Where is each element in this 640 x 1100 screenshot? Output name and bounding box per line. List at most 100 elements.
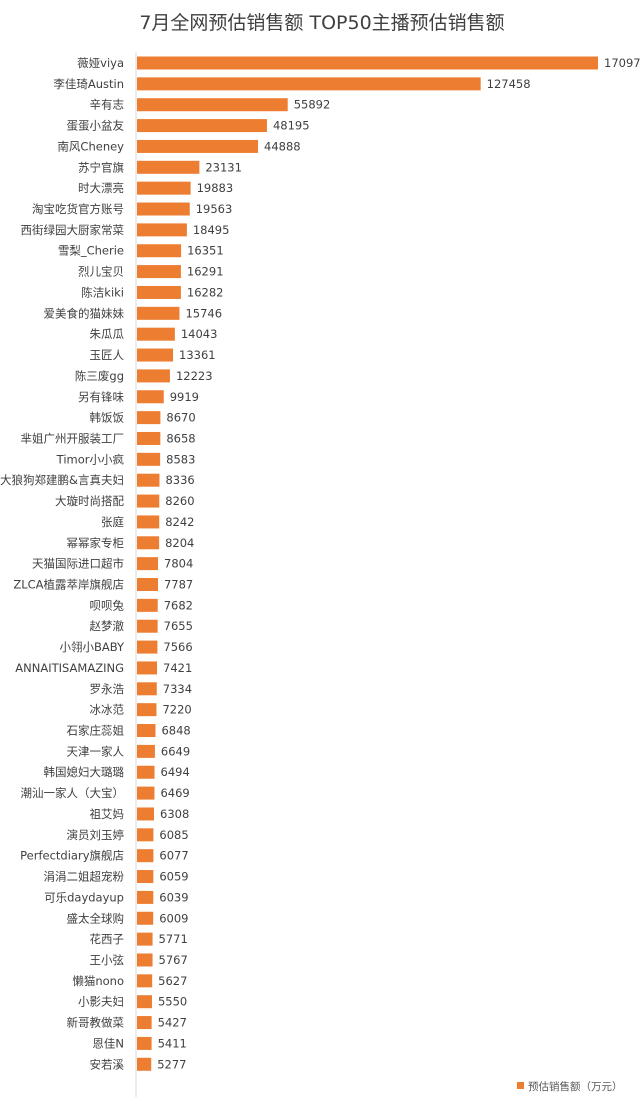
category-label: 幂幂家专柜 bbox=[67, 536, 125, 550]
bar bbox=[137, 119, 267, 133]
data-label: 55892 bbox=[294, 98, 331, 112]
category-label: 辛有志 bbox=[90, 98, 125, 112]
bar bbox=[137, 536, 160, 550]
bar bbox=[137, 703, 157, 717]
data-label: 19883 bbox=[197, 181, 234, 195]
bar bbox=[137, 181, 191, 195]
data-label: 8260 bbox=[165, 494, 194, 508]
category-label: 懒猫nono bbox=[72, 974, 124, 988]
legend-swatch bbox=[517, 1082, 524, 1089]
bar bbox=[137, 202, 190, 216]
bar bbox=[137, 515, 160, 529]
category-label: 冰冰范 bbox=[90, 703, 125, 717]
data-label: 5427 bbox=[158, 1016, 187, 1030]
bar bbox=[137, 369, 170, 383]
bar bbox=[137, 911, 154, 925]
data-label: 7787 bbox=[164, 578, 193, 592]
bar bbox=[137, 139, 259, 153]
category-label: 罗永浩 bbox=[90, 682, 125, 696]
data-label: 5277 bbox=[157, 1057, 186, 1071]
data-label: 6059 bbox=[159, 870, 188, 884]
bar bbox=[137, 744, 155, 758]
category-label: 可乐daydayup bbox=[44, 890, 124, 904]
data-label: 6848 bbox=[161, 724, 190, 738]
category-label: 石家庄蕊姐 bbox=[67, 724, 125, 738]
data-label: 5411 bbox=[158, 1036, 187, 1050]
chart-title: 7月全网预估销售额 TOP50主播预估销售额 bbox=[139, 12, 504, 34]
bar bbox=[137, 452, 161, 466]
bar bbox=[137, 661, 158, 675]
bar bbox=[137, 56, 598, 70]
category-label: 薇娅viya bbox=[77, 56, 124, 70]
data-label: 6649 bbox=[161, 744, 190, 758]
category-label: 时大漂亮 bbox=[78, 181, 124, 195]
bar bbox=[137, 828, 154, 842]
data-label: 6039 bbox=[159, 890, 188, 904]
data-label: 23131 bbox=[205, 160, 242, 174]
data-label: 7566 bbox=[163, 640, 192, 654]
data-label: 48195 bbox=[273, 119, 310, 133]
category-label: Timor小小疯 bbox=[56, 452, 125, 466]
category-label: 韩国媳妇大璐璐 bbox=[44, 765, 125, 779]
category-label: 天津一家人 bbox=[67, 744, 125, 758]
category-label: ZLCA植露萃岸旗舰店 bbox=[13, 578, 124, 592]
data-label: 14043 bbox=[181, 327, 218, 341]
bar bbox=[137, 724, 156, 738]
data-label: 12223 bbox=[176, 369, 213, 383]
category-label: 潮汕一家人（大宝） bbox=[21, 786, 125, 800]
bar bbox=[137, 223, 187, 237]
data-label: 7334 bbox=[163, 682, 192, 696]
category-label: 演员刘玉婷 bbox=[67, 828, 125, 842]
data-label: 6009 bbox=[159, 911, 188, 925]
bar bbox=[137, 974, 153, 988]
category-label: 祖艾妈 bbox=[90, 807, 125, 821]
category-label: 大璇时尚搭配 bbox=[55, 494, 124, 508]
data-label: 170972 bbox=[604, 56, 640, 70]
data-label: 7804 bbox=[164, 557, 193, 571]
data-label: 18495 bbox=[193, 223, 230, 237]
data-label: 16351 bbox=[187, 244, 224, 258]
data-label: 6085 bbox=[159, 828, 188, 842]
data-label: 6308 bbox=[160, 807, 189, 821]
data-label: 15746 bbox=[185, 306, 222, 320]
bar bbox=[137, 265, 181, 279]
data-label: 13361 bbox=[179, 348, 216, 362]
bar bbox=[137, 1036, 152, 1050]
bar bbox=[137, 1057, 152, 1071]
category-label: 大狼狗郑建鹏&言真夫妇 bbox=[0, 473, 124, 487]
category-label: 张庭 bbox=[101, 515, 124, 529]
category-label: 南风Cheney bbox=[57, 139, 124, 153]
bar bbox=[137, 557, 159, 571]
data-label: 127458 bbox=[487, 77, 531, 91]
bar bbox=[137, 327, 175, 341]
category-label: Perfectdiary旗舰店 bbox=[20, 849, 124, 863]
category-label: 玉匠人 bbox=[90, 348, 125, 362]
category-label: 另有锋味 bbox=[78, 390, 124, 404]
bar bbox=[137, 619, 158, 633]
data-label: 16282 bbox=[187, 285, 224, 299]
bar bbox=[137, 890, 154, 904]
bar bbox=[137, 285, 181, 299]
category-label: 西街绿园大厨家常菜 bbox=[21, 223, 125, 237]
category-label: 小翎小BABY bbox=[59, 640, 125, 654]
category-label: 盛太全球购 bbox=[67, 911, 125, 925]
data-label: 7655 bbox=[164, 619, 193, 633]
category-label: 蛋蛋小盆友 bbox=[67, 119, 125, 133]
category-label: 涓涓二姐超宠粉 bbox=[44, 870, 125, 884]
data-label: 5771 bbox=[159, 932, 188, 946]
data-label: 7682 bbox=[164, 598, 193, 612]
category-label: 安若溪 bbox=[90, 1057, 125, 1071]
data-label: 8204 bbox=[165, 536, 194, 550]
bar bbox=[137, 306, 180, 320]
category-label: 花西子 bbox=[90, 932, 125, 946]
bar bbox=[137, 682, 157, 696]
bar bbox=[137, 786, 155, 800]
data-label: 44888 bbox=[264, 139, 301, 153]
data-label: 7220 bbox=[162, 703, 191, 717]
legend-label: 预估销售额（万元） bbox=[528, 1080, 623, 1093]
bar bbox=[137, 494, 160, 508]
data-label: 5627 bbox=[158, 974, 187, 988]
data-label: 7421 bbox=[163, 661, 192, 675]
category-label: 恩佳N bbox=[92, 1036, 124, 1050]
